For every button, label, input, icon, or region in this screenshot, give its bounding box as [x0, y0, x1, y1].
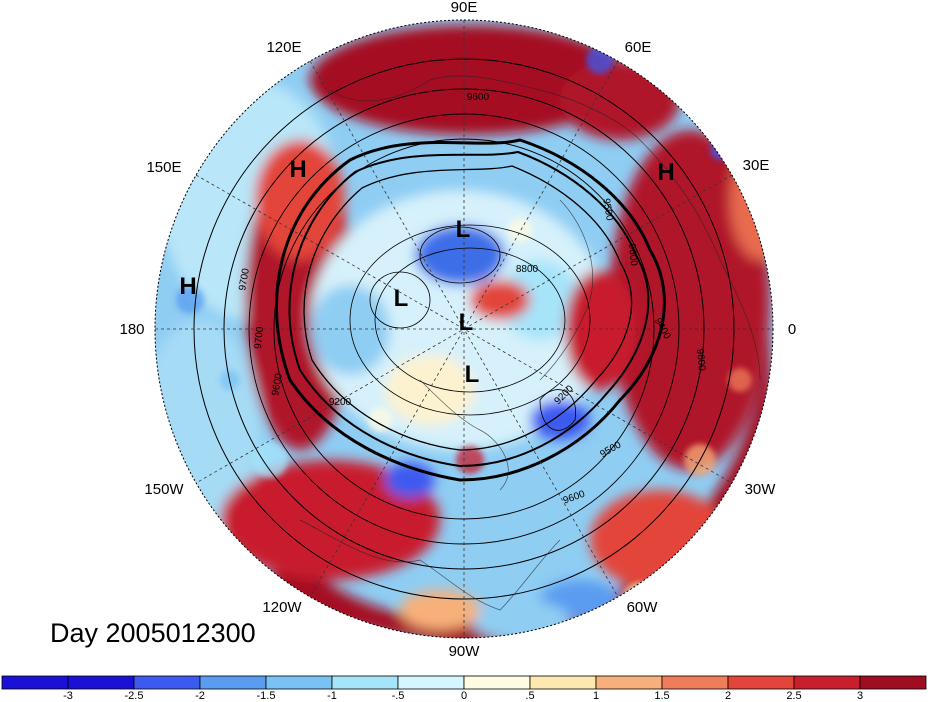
colorbar-tick-label: 3	[857, 690, 863, 702]
colorbar-swatch	[67, 675, 135, 690]
contour-label: 9700	[253, 326, 266, 350]
contour-value-labels: 9600970097009600920095009600880094009600…	[237, 92, 707, 507]
colorbar-tick-label: -1.5	[257, 690, 276, 702]
longitude-label: 180	[119, 321, 144, 338]
colorbar-swatch	[595, 675, 663, 690]
pressure-system-label: L	[394, 285, 409, 312]
colorbar-tick-label: -2.5	[125, 690, 144, 702]
colorbar-swatch	[661, 675, 729, 690]
colorbar-swatch	[793, 675, 861, 690]
colorbar-swatch	[727, 675, 795, 690]
colorbar: -3 -2.5 -2 -1.5 -1 -.5 0 .5 1 1.5 2 2.5 3	[1, 675, 927, 702]
colorbar-swatch	[199, 675, 267, 690]
colorbar-tick-label: -1	[327, 690, 337, 702]
longitude-label: 60E	[625, 39, 652, 56]
pressure-system-label: L	[456, 216, 471, 243]
contour-label: 9600	[626, 243, 639, 267]
colorbar-tick-label: -3	[63, 690, 73, 702]
contour-label: 9700	[237, 267, 252, 291]
contour-label: 9600	[694, 348, 707, 372]
colorbar-swatch	[265, 675, 333, 690]
pressure-system-label: H	[179, 273, 196, 300]
map-boundary	[154, 19, 774, 639]
longitude-label: 120E	[266, 39, 301, 56]
longitude-label: 60W	[627, 599, 659, 616]
colorbar-tick-label: .5	[525, 690, 534, 702]
colorbar-tick-label: 0	[461, 690, 467, 702]
contour-label: 9500	[600, 198, 615, 222]
pressure-system-label: L	[465, 361, 480, 388]
coastlines	[299, 75, 761, 611]
longitude-label: 30W	[745, 481, 777, 498]
longitude-label: 30E	[743, 157, 770, 174]
graticule	[155, 20, 773, 638]
colorbar-tick-label: -2	[195, 690, 205, 702]
longitude-label: 0	[788, 321, 796, 338]
pressure-system-label: L	[459, 309, 474, 336]
longitude-labels: 90E 60E 30E 0 30W 60W 90W 120W 150W 180 150E 120E	[119, 0, 796, 660]
longitude-label: 150W	[144, 481, 184, 498]
longitude-label: 150E	[146, 159, 181, 176]
colorbar-tick-label: 1.5	[654, 690, 669, 702]
longitude-label: 120W	[262, 599, 302, 616]
colorbar-tick-label: 2.5	[786, 690, 801, 702]
colorbar-swatch	[397, 675, 465, 690]
colorbar-swatch	[463, 675, 531, 690]
colorbar-swatch	[133, 675, 201, 690]
colorbar-tick-label: 1	[593, 690, 599, 702]
contour-label: 8800	[516, 264, 539, 275]
longitude-label: 90E	[451, 0, 478, 16]
polar-map: 90E 60E 30E 0 30W 60W 90W 120W 150W 180 150E 120E H…	[119, 0, 796, 660]
contour-label: 9600	[270, 372, 285, 396]
contour-label: 9200	[329, 397, 352, 408]
colorbar-swatch	[529, 675, 597, 690]
pressure-system-label: H	[289, 156, 306, 183]
colorbar-tick-label: 2	[725, 690, 731, 702]
colorbar-swatch	[859, 675, 927, 690]
colorbar-swatch	[1, 675, 69, 690]
day-label: Day 2005012300	[50, 618, 256, 648]
longitude-label: 90W	[449, 643, 481, 660]
colorbar-tick-label: -.5	[392, 690, 405, 702]
pressure-system-label: H	[657, 159, 674, 186]
colorbar-swatch	[331, 675, 399, 690]
contour-label: 9600	[467, 92, 490, 103]
